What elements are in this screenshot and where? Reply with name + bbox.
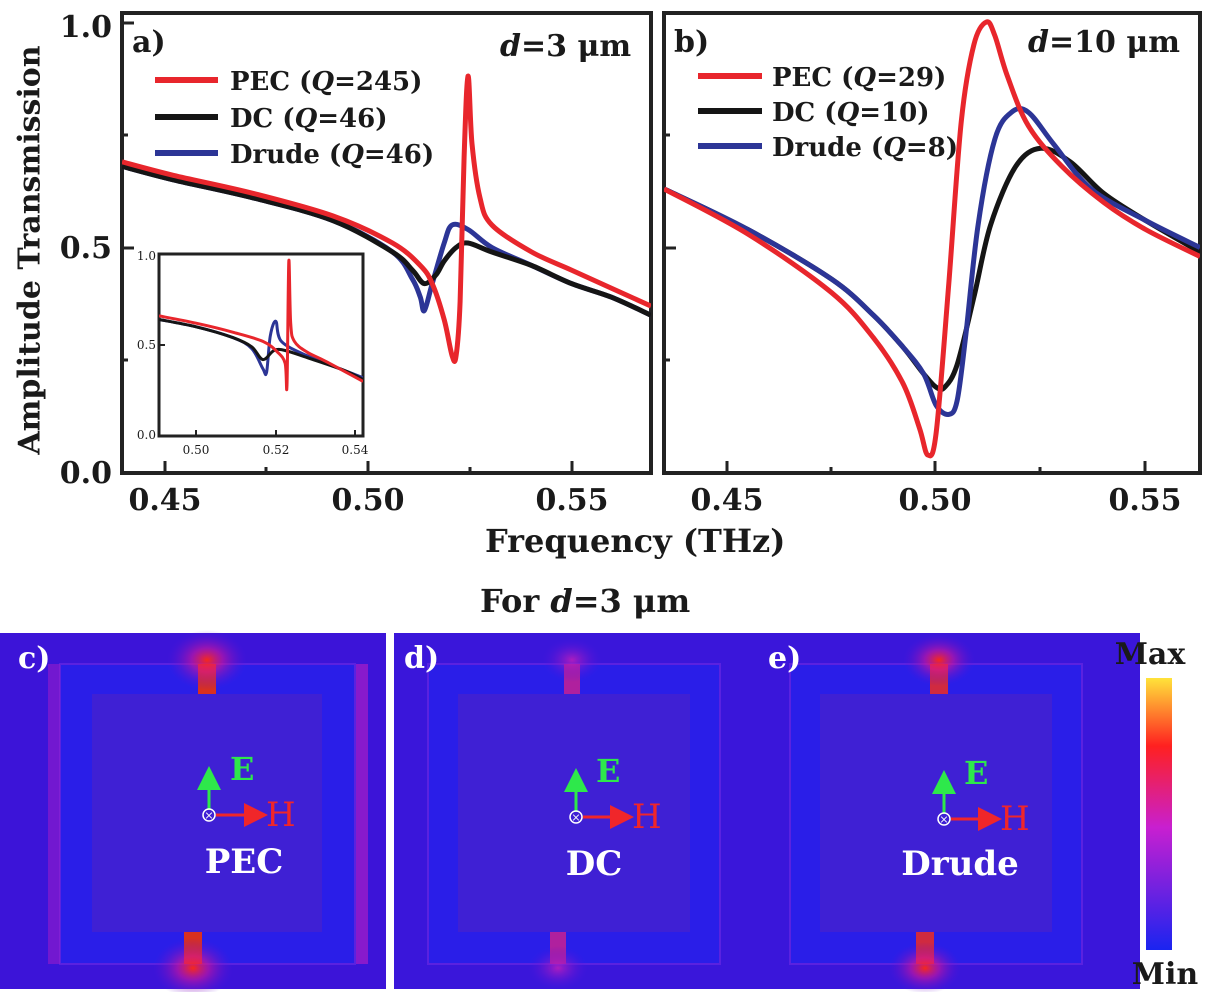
series-pec-line-b [664, 19, 1200, 459]
inset-x-tick-label: 0.54 [342, 443, 369, 457]
legend-entry-pec: PEC (Q=245) [230, 67, 422, 97]
inset-series-dc-line [159, 318, 363, 381]
legend-entry-dc: DC (Q=10) [772, 98, 930, 128]
x-ticks-b [725, 461, 1147, 473]
series-pec-line-a [122, 73, 651, 364]
panel-a-frame [120, 11, 653, 475]
eh-axes-c: × E H PEC [197, 750, 296, 882]
x-tick-label-b: 0.50 [898, 483, 971, 518]
field-panel-e [760, 633, 1140, 992]
material-label: DC [566, 844, 623, 884]
material-label: PEC [205, 842, 284, 882]
legend-entry-pec: PEC (Q=29) [772, 63, 946, 93]
inset-y-tick-label: 0.0 [137, 428, 156, 442]
e-field-label: E [230, 750, 254, 788]
h-field-label: H [1000, 799, 1030, 839]
y-tick-label: 0.0 [60, 456, 112, 491]
x-tick-label-a: 0.45 [128, 483, 201, 518]
eh-axes-e: × E H Drude [901, 754, 1029, 884]
transmission-charts: 0.0 0.5 1.0 0.45 0.50 0.55 0.45 0.50 0.5… [60, 10, 1202, 518]
x-tick-label-a: 0.55 [535, 483, 608, 518]
legend-entry-dc: DC (Q=46) [230, 104, 388, 134]
x-tick-label-b: 0.45 [690, 483, 763, 518]
e-field-label: E [596, 752, 620, 790]
svg-text:×: × [204, 809, 213, 822]
series-dc-line-a [122, 163, 651, 318]
x-axis-label: Frequency (THz) [485, 522, 786, 560]
svg-text:×: × [939, 813, 948, 826]
y-tick-label: 1.0 [60, 10, 112, 45]
inset-x-tick-label: 0.50 [183, 443, 210, 457]
field-panel-c [0, 630, 386, 992]
legend-a: PEC (Q=245) DC (Q=46) Drude (Q=46) [155, 67, 434, 170]
x-ticks-a [163, 461, 574, 473]
panel-a-letter: a) [132, 25, 166, 60]
inset-chart: 0.0 0.5 1.0 0.50 0.52 0.54 [137, 249, 369, 457]
legend-entry-drude: Drude (Q=8) [772, 133, 958, 163]
x-tick-label-a: 0.50 [331, 483, 404, 518]
eh-axes-d: × E H DC [564, 752, 662, 884]
legend-entry-drude: Drude (Q=46) [230, 140, 434, 170]
inset-x-tick-label: 0.52 [263, 443, 290, 457]
inset-y-tick-label: 1.0 [137, 249, 156, 263]
inset-series-pec-line [159, 258, 363, 392]
h-field-label: H [266, 795, 296, 835]
x-axis-label-wrap: Frequency (THz) [300, 522, 1000, 560]
series-drude-line-b [664, 106, 1200, 417]
e-field-label: E [964, 754, 988, 792]
colorbar-min-label: Min [1132, 957, 1199, 992]
colorbar-max-label: Max [1115, 637, 1187, 672]
panel-a-d-label: d=3 μm [500, 29, 631, 64]
colorbar [1146, 678, 1172, 950]
field-map-title: For d=3 μm [480, 582, 691, 620]
field-panel-d [394, 633, 774, 990]
inset-y-tick-label: 0.5 [137, 338, 156, 352]
material-label: Drude [901, 844, 1019, 884]
legend-b: PEC (Q=29) DC (Q=10) Drude (Q=8) [698, 63, 958, 163]
y-tick-label: 0.5 [60, 231, 112, 266]
y-ticks-b [664, 133, 676, 362]
panel-b-d-label: d=10 μm [1028, 25, 1180, 60]
field-panel-letter: e) [768, 641, 801, 676]
h-field-label: H [632, 797, 662, 837]
panel-b-frame [662, 11, 1202, 475]
field-panel-letter: c) [18, 641, 50, 676]
y-ticks-a [122, 21, 134, 475]
x-tick-label-b: 0.55 [1108, 483, 1181, 518]
field-panel-letter: d) [404, 641, 439, 676]
svg-text:×: × [571, 811, 580, 824]
panel-b-letter: b) [674, 25, 709, 60]
